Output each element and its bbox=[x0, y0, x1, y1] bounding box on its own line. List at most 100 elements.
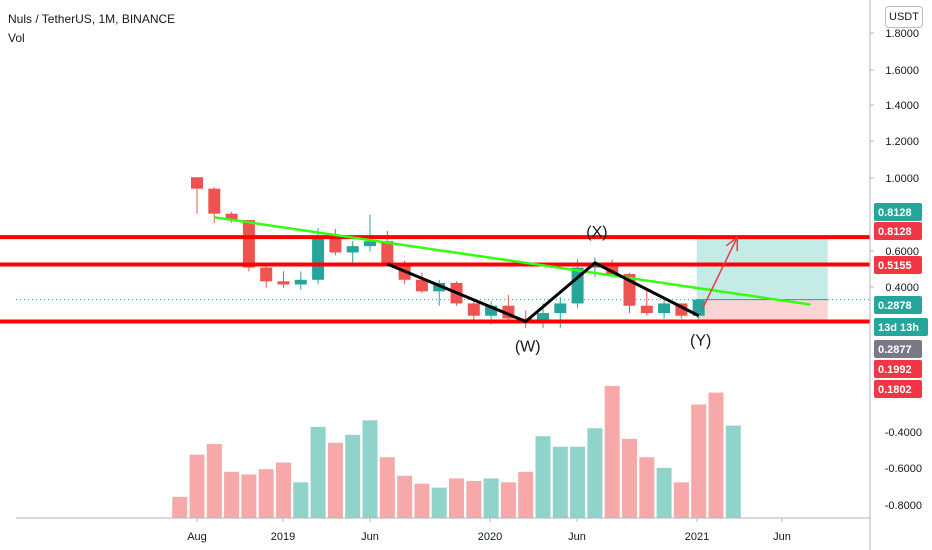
candle-body bbox=[554, 303, 567, 314]
price-tick-label: 0.4000 bbox=[885, 282, 919, 294]
price-label-text: 0.2878 bbox=[878, 300, 912, 312]
volume-bar bbox=[500, 482, 516, 518]
volume-bar bbox=[362, 420, 378, 518]
price-tick-label: 1.0000 bbox=[885, 173, 919, 185]
volume-bar bbox=[604, 386, 620, 518]
volume-bar bbox=[483, 478, 499, 518]
volume-bar bbox=[552, 446, 568, 518]
candle-body bbox=[191, 177, 203, 189]
price-label-text: 0.2877 bbox=[878, 344, 912, 356]
candle-body bbox=[658, 303, 671, 314]
volume-bar bbox=[431, 487, 447, 518]
volume-bar bbox=[570, 446, 586, 518]
candle-body bbox=[208, 188, 221, 214]
volume-bar bbox=[414, 483, 430, 518]
volume-bar bbox=[258, 469, 274, 518]
volume-bar bbox=[691, 404, 707, 518]
candle-body bbox=[277, 281, 290, 285]
price-label-text: 0.1992 bbox=[878, 364, 912, 376]
volume-bar bbox=[293, 482, 309, 518]
candle-body bbox=[415, 279, 428, 292]
volume-bar bbox=[708, 392, 724, 518]
volume-indicator-label[interactable]: Vol bbox=[8, 31, 25, 45]
volume-bar bbox=[725, 425, 741, 518]
price-label-text: 13d 13h bbox=[878, 322, 919, 334]
candle-body bbox=[537, 313, 549, 322]
volume-bar bbox=[673, 482, 689, 518]
chart-legend: Nuls / TetherUS, 1M, BINANCE Vol bbox=[8, 10, 175, 48]
volume-bar bbox=[622, 438, 637, 518]
symbol-title[interactable]: Nuls / TetherUS, 1M, BINANCE bbox=[8, 12, 176, 26]
volume-bar bbox=[241, 474, 257, 518]
projection-arrow bbox=[702, 236, 738, 309]
candles bbox=[191, 177, 705, 328]
time-tick-label: Jun bbox=[773, 531, 791, 543]
volume-bars bbox=[172, 386, 741, 518]
volume-bar bbox=[310, 426, 326, 518]
projection-arrow-head bbox=[725, 235, 739, 252]
target-zone bbox=[696, 237, 828, 300]
volume-bar bbox=[449, 478, 464, 518]
price-tick-label: 1.8000 bbox=[885, 28, 919, 40]
volume-bar bbox=[224, 471, 240, 518]
price-label-badge bbox=[874, 222, 922, 240]
candle-body bbox=[381, 241, 394, 267]
price-tick-label: 1.4000 bbox=[885, 100, 919, 112]
volume-tick-label: -0.6000 bbox=[885, 463, 922, 475]
price-label-badge bbox=[874, 360, 922, 378]
price-label-badge bbox=[874, 256, 922, 274]
price-label-text: 0.8128 bbox=[878, 226, 912, 238]
volume-bar bbox=[172, 496, 188, 518]
price-label-badge bbox=[874, 203, 922, 221]
wave-path bbox=[386, 261, 700, 323]
candle-body bbox=[329, 236, 342, 253]
price-label-text: 0.5155 bbox=[878, 260, 912, 272]
candle-body bbox=[294, 279, 307, 285]
volume-bar bbox=[656, 467, 672, 518]
candle-body bbox=[312, 236, 325, 280]
candle-body bbox=[606, 264, 619, 275]
time-tick-label: Jun bbox=[568, 531, 586, 543]
volume-bar bbox=[397, 475, 413, 518]
volume-bar bbox=[466, 481, 482, 518]
time-tick-label: Aug bbox=[187, 531, 207, 543]
time-tick-label: 2021 bbox=[685, 531, 709, 543]
candle-body bbox=[225, 213, 238, 221]
price-tick-label: 1.6000 bbox=[885, 65, 919, 77]
wave-label-y: (Y) bbox=[690, 333, 711, 350]
volume-bar bbox=[206, 444, 222, 518]
volume-bar bbox=[345, 434, 361, 518]
volume-bar bbox=[518, 471, 534, 518]
volume-bar bbox=[189, 454, 205, 518]
volume-tick-label: -0.8000 bbox=[885, 500, 922, 512]
volume-bar bbox=[587, 428, 603, 518]
time-tick-label: 2020 bbox=[478, 531, 502, 543]
wave-label-w: (W) bbox=[515, 338, 541, 355]
price-label-badge bbox=[874, 340, 922, 358]
drawings: (W) (X) (Y) bbox=[0, 216, 870, 355]
candle-body bbox=[640, 305, 653, 314]
volume-bar bbox=[535, 436, 551, 518]
price-label-text: 0.1802 bbox=[878, 384, 912, 396]
position-zones bbox=[696, 237, 828, 322]
stop-zone bbox=[696, 299, 828, 322]
price-label-badge bbox=[874, 296, 922, 314]
candle-body bbox=[485, 305, 498, 316]
volume-bar bbox=[276, 462, 291, 518]
candle-body bbox=[364, 241, 376, 247]
currency-button[interactable]: USDT bbox=[885, 6, 923, 28]
candle-body bbox=[346, 246, 359, 253]
price-label-text: 0.8128 bbox=[878, 207, 912, 219]
candle-body bbox=[467, 303, 480, 316]
volume-bar bbox=[639, 457, 655, 518]
price-tick-label: 0.6000 bbox=[885, 246, 919, 258]
volume-bar bbox=[379, 457, 395, 518]
volume-bar bbox=[327, 442, 343, 518]
candle-body bbox=[242, 220, 255, 268]
candle-body bbox=[260, 267, 273, 282]
time-tick-label: 2019 bbox=[271, 531, 295, 543]
wave-label-x: (X) bbox=[586, 224, 607, 241]
axes: 1.8000 1.6000 1.4000 1.2000 1.0000 0.6000 0.40… bbox=[16, 0, 928, 550]
